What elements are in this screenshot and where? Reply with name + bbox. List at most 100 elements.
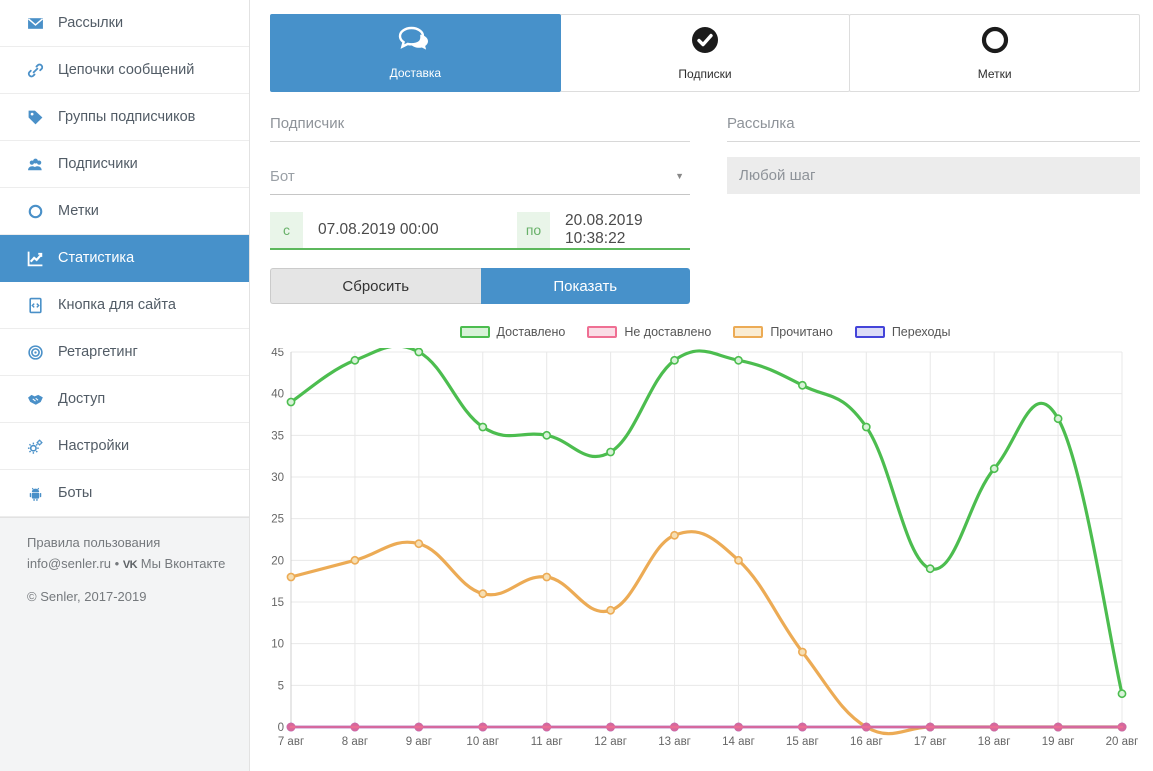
- y-tick-label: 35: [271, 430, 284, 442]
- date-to-input[interactable]: 20.08.2019 10:38:22: [550, 212, 690, 248]
- footer-separator: •: [114, 556, 120, 571]
- filter-actions: Сбросить Показать: [270, 268, 690, 304]
- legend-label: Переходы: [891, 325, 951, 339]
- sidebar-item-label: Подписчики: [58, 156, 138, 172]
- sidebar-item-label: Ретаргетинг: [58, 344, 138, 360]
- data-point: [798, 722, 807, 732]
- x-tick-label: 20 авг: [1106, 736, 1139, 748]
- series-line: [289, 348, 1124, 696]
- data-point: [670, 722, 679, 732]
- tab-bar: Доставка Подписки Метки: [270, 14, 1141, 92]
- data-point: [670, 355, 679, 365]
- sidebar-item-label: Цепочки сообщений: [58, 62, 195, 78]
- code-file-icon: [27, 297, 44, 314]
- email-link[interactable]: info@senler.ru: [27, 556, 112, 571]
- sidebar-item-subscriber-groups[interactable]: Группы подписчиков: [0, 94, 249, 141]
- data-point: [606, 605, 615, 615]
- date-from-input[interactable]: 07.08.2019 00:00: [303, 212, 517, 248]
- gears-icon: [27, 438, 44, 455]
- x-tick-label: 13 авг: [658, 736, 691, 748]
- vk-link[interactable]: Мы Вконтакте: [140, 556, 226, 571]
- series-line: [289, 530, 1124, 736]
- subscriber-placeholder: Подписчик: [270, 115, 345, 132]
- show-button[interactable]: Показать: [480, 268, 690, 304]
- sidebar: Рассылки Цепочки сообщений Группы подпис…: [0, 0, 250, 771]
- tag-icon: [27, 109, 44, 126]
- data-point: [861, 722, 871, 732]
- chart-legend: Доставлено Не доставлено Прочитано Переходы: [270, 322, 1140, 342]
- sidebar-item-site-button[interactable]: Кнопка для сайта: [0, 282, 249, 329]
- ring-icon: [980, 25, 1010, 60]
- data-point: [606, 447, 615, 457]
- step-input[interactable]: Любой шаг: [727, 157, 1140, 194]
- copyright: © Senler, 2017-2019: [27, 589, 147, 604]
- legend-label: Доставлено: [496, 325, 566, 339]
- sidebar-item-statistics[interactable]: Статистика: [0, 235, 249, 282]
- date-to-value: 20.08.2019 10:38:22: [565, 212, 643, 247]
- sidebar-item-label: Рассылки: [58, 15, 124, 31]
- tab-tags[interactable]: Метки: [849, 14, 1141, 92]
- legend-swatch: [459, 326, 490, 338]
- y-tick-label: 30: [271, 472, 284, 484]
- robot-icon: [27, 485, 44, 502]
- data-point: [989, 722, 999, 732]
- date-from-label: с: [270, 212, 303, 248]
- mailing-placeholder: Рассылка: [727, 115, 795, 132]
- sidebar-item-retargeting[interactable]: Ретаргетинг: [0, 329, 249, 376]
- chart-line-icon: [27, 250, 44, 267]
- data-point: [286, 397, 296, 407]
- data-point: [734, 722, 743, 732]
- x-tick-label: 17 авг: [914, 736, 947, 748]
- sidebar-item-bots[interactable]: Боты: [0, 470, 249, 517]
- data-point: [606, 722, 615, 732]
- handshake-icon: [27, 391, 44, 408]
- x-tick-label: 16 авг: [850, 736, 883, 748]
- bot-select-value: Бот: [270, 167, 295, 185]
- subscriber-input[interactable]: Подписчик: [270, 106, 690, 142]
- data-point: [734, 355, 743, 365]
- terms-link[interactable]: Правила пользования: [27, 535, 161, 550]
- tab-subscriptions[interactable]: Подписки: [559, 14, 851, 92]
- data-point: [798, 647, 807, 657]
- sidebar-item-access[interactable]: Доступ: [0, 376, 249, 423]
- data-point: [478, 422, 488, 432]
- legend-item-0[interactable]: Доставлено: [459, 325, 566, 339]
- sidebar-footer: Правила пользования info@senler.ru • VK …: [0, 517, 249, 771]
- sidebar-item-label: Кнопка для сайта: [58, 297, 176, 313]
- reset-button[interactable]: Сбросить: [270, 268, 481, 304]
- sidebar-item-label: Доступ: [58, 391, 106, 407]
- sidebar-item-settings[interactable]: Настройки: [0, 423, 249, 470]
- sidebar-item-subscribers[interactable]: Подписчики: [0, 141, 249, 188]
- sidebar-item-tags[interactable]: Метки: [0, 188, 249, 235]
- data-point: [861, 422, 871, 432]
- legend-swatch: [854, 326, 885, 338]
- data-point: [414, 348, 424, 357]
- data-point: [478, 589, 488, 599]
- x-tick-label: 10 авг: [466, 736, 499, 748]
- y-tick-label: 20: [271, 555, 284, 567]
- y-tick-label: 15: [271, 597, 284, 609]
- y-tick-label: 45: [271, 348, 284, 359]
- data-point: [1117, 722, 1127, 732]
- data-point: [286, 572, 296, 582]
- y-tick-label: 40: [271, 389, 284, 401]
- legend-item-2[interactable]: Прочитано: [733, 325, 833, 339]
- bot-select[interactable]: Бот ▼: [270, 158, 690, 195]
- legend-label: Не доставлено: [624, 325, 712, 339]
- legend-item-1[interactable]: Не доставлено: [587, 325, 711, 339]
- legend-item-3[interactable]: Переходы: [854, 325, 951, 339]
- tab-label: Доставка: [389, 66, 442, 80]
- line-chart: 0 5 10 15 20 25 30 35 40 45 7 авг 8 авг 9 авг 10 авг 1…: [271, 348, 1139, 748]
- data-point: [925, 564, 935, 574]
- sidebar-item-label: Группы подписчиков: [58, 109, 196, 125]
- tab-delivery[interactable]: Доставка: [270, 14, 561, 92]
- legend-swatch: [733, 326, 764, 338]
- mailing-input[interactable]: Рассылка: [727, 106, 1140, 142]
- x-tick-label: 18 авг: [978, 736, 1011, 748]
- sidebar-item-message-chains[interactable]: Цепочки сообщений: [0, 47, 249, 94]
- x-tick-label: 11 авг: [531, 736, 563, 748]
- sidebar-item-mailings[interactable]: Рассылки: [0, 0, 249, 47]
- data-point: [350, 722, 360, 732]
- x-tick-label: 14 авг: [722, 736, 755, 748]
